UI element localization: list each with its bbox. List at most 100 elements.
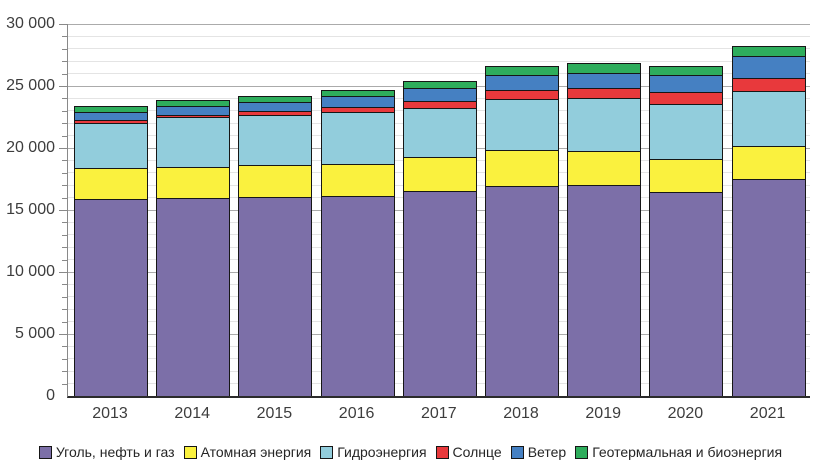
legend-swatch-coal-oil-gas <box>38 445 52 459</box>
bar-segment-2016-hydro <box>320 112 395 164</box>
legend-swatch-nuclear <box>183 445 197 459</box>
y-axis-minor-tick <box>62 358 67 360</box>
bar-segment-2015-wind <box>238 101 313 112</box>
minor-gridline <box>68 35 810 37</box>
legend-swatch-solar <box>435 445 449 459</box>
y-axis-minor-tick <box>62 309 67 311</box>
bar-segment-2015-geothermal-bio <box>238 95 313 102</box>
y-axis-minor-tick <box>62 371 67 373</box>
bar-segment-2016-solar <box>320 107 395 113</box>
bar-segment-2019-geothermal-bio <box>567 62 642 73</box>
bar-segment-2020-nuclear <box>649 159 724 192</box>
bar-segment-2018-wind <box>485 75 559 91</box>
plot-area <box>67 23 810 398</box>
bar-segment-2020-geothermal-bio <box>649 66 724 76</box>
y-axis-tick-label: 10 000 <box>6 263 55 280</box>
bar-segment-2013-coal-oil-gas <box>74 198 148 396</box>
y-axis-minor-tick <box>62 346 67 348</box>
bar-segment-2013-solar <box>74 119 148 123</box>
minor-gridline <box>68 73 810 75</box>
x-axis-label-2020: 2020 <box>667 405 704 422</box>
bar-segment-2016-coal-oil-gas <box>320 196 395 396</box>
x-axis-label-2014: 2014 <box>174 405 210 422</box>
bar-segment-2019-wind <box>567 72 642 89</box>
bar-segment-2015-nuclear <box>238 165 313 197</box>
y-axis-minor-tick <box>62 222 67 224</box>
y-axis-tick-label: 20 000 <box>6 139 55 156</box>
bar-segment-2018-solar <box>485 90 559 99</box>
bar-segment-2020-wind <box>649 75 724 93</box>
bar-segment-2017-nuclear <box>402 157 477 192</box>
y-axis-minor-tick <box>62 259 67 261</box>
chart-legend: Уголь, нефть и газ Атомная энергия Гидроэн… <box>0 441 821 463</box>
bar-segment-2015-solar <box>238 111 313 115</box>
bar-segment-2021-geothermal-bio <box>731 45 806 56</box>
legend-label-hydro: Гидроэнергия <box>337 444 427 460</box>
legend-item-wind: Ветер <box>510 443 567 461</box>
legend-label-wind: Ветер <box>527 444 567 460</box>
y-axis-major-tick <box>59 272 67 273</box>
y-axis-minor-tick <box>62 172 67 174</box>
y-axis-minor-tick <box>62 247 67 249</box>
bar-segment-2018-nuclear <box>485 150 559 186</box>
bar-segment-2021-solar <box>731 77 806 92</box>
legend-swatch-hydro <box>320 445 334 459</box>
y-axis-minor-tick <box>62 48 67 50</box>
bar-segment-2015-hydro <box>238 115 313 166</box>
y-axis-tick-label: 25 000 <box>6 77 55 94</box>
bar-segment-2020-solar <box>649 92 724 104</box>
y-axis-minor-tick <box>62 135 67 137</box>
y-axis-minor-tick <box>62 110 67 112</box>
bar-segment-2018-hydro <box>485 98 559 151</box>
legend-label-coal-oil-gas: Уголь, нефть и газ <box>55 444 175 460</box>
x-axis-label-2017: 2017 <box>421 405 457 422</box>
bar-segment-2014-wind <box>156 106 231 115</box>
y-axis-minor-tick <box>62 160 67 162</box>
y-axis-tick-label: 15 000 <box>6 201 55 218</box>
legend-item-hydro: Гидроэнергия <box>320 443 427 461</box>
y-axis-major-tick <box>59 210 67 211</box>
y-axis-major-tick <box>59 148 67 149</box>
legend-item-geothermal-bio: Геотермальная и биоэнергия <box>575 443 782 461</box>
bar-segment-2017-hydro <box>402 107 477 158</box>
y-axis-major-tick <box>59 24 67 25</box>
bar-segment-2013-nuclear <box>74 167 148 199</box>
y-axis-minor-tick <box>62 296 67 298</box>
bar-segment-2016-wind <box>320 95 395 108</box>
y-axis-tick-label: 5 000 <box>14 325 55 342</box>
legend-swatch-geothermal-bio <box>575 445 589 459</box>
y-axis-tick-label: 30 000 <box>6 15 55 32</box>
bar-segment-2016-nuclear <box>320 163 395 197</box>
bar-segment-2014-hydro <box>156 117 231 167</box>
bar-segment-2018-geothermal-bio <box>485 66 559 76</box>
y-axis-major-tick <box>59 334 67 335</box>
y-axis-minor-tick <box>62 383 67 385</box>
bar-segment-2020-hydro <box>649 103 724 160</box>
bar-segment-2013-geothermal-bio <box>74 106 148 113</box>
bar-segment-2017-coal-oil-gas <box>402 191 477 396</box>
bar-segment-2020-coal-oil-gas <box>649 192 724 396</box>
legend-item-coal-oil-gas: Уголь, нефть и газ <box>38 443 175 461</box>
bar-segment-2021-wind <box>731 55 806 78</box>
y-axis-minor-tick <box>62 284 67 286</box>
bar-segment-2018-coal-oil-gas <box>485 185 559 396</box>
x-axis-label-2016: 2016 <box>338 405 375 422</box>
bar-segment-2013-hydro <box>74 122 148 168</box>
bar-segment-2019-solar <box>567 88 642 99</box>
bar-segment-2017-solar <box>402 101 477 108</box>
bar-segment-2017-wind <box>402 88 477 102</box>
bar-segment-2014-nuclear <box>156 166 231 198</box>
y-axis-minor-tick <box>62 234 67 236</box>
bar-segment-2014-solar <box>156 114 231 118</box>
y-axis-minor-tick <box>62 321 67 323</box>
legend-label-geothermal-bio: Геотермальная и биоэнергия <box>592 444 783 460</box>
bar-segment-2019-nuclear <box>567 151 642 186</box>
y-axis-minor-tick <box>62 36 67 38</box>
minor-gridline <box>68 48 810 50</box>
x-axis-label-2015: 2015 <box>256 405 293 422</box>
bar-segment-2014-coal-oil-gas <box>156 197 231 396</box>
legend-item-solar: Солнце <box>435 443 502 461</box>
y-axis-minor-tick <box>62 185 67 187</box>
legend-swatch-wind <box>510 445 524 459</box>
